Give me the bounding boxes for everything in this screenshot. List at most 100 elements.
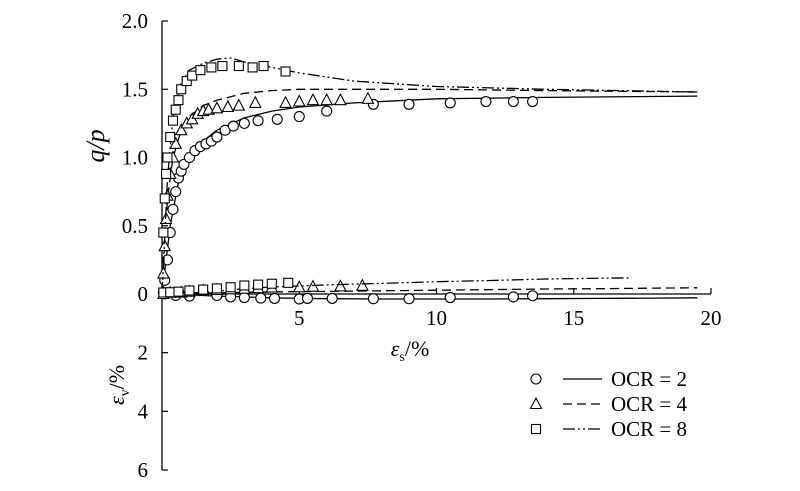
legend-item: OCR = 8 [530,417,687,441]
qp-data-point [195,65,206,76]
axes: 0 0.5 1.0 1.5 2.0 2 4 6 5 10 15 20 [122,9,722,482]
legend-label: OCR = 8 [611,417,687,441]
ev-data-point [255,292,267,304]
qp-data-point [158,227,169,238]
axis-labels: q/p εv/% εs/% [81,129,429,405]
ev-data-point [239,280,250,291]
ev-data-point [507,291,519,303]
ev-data-point [173,286,184,297]
y-tick-label: 2.0 [122,9,148,33]
ev-data-point [238,291,250,304]
qp-data-point [247,62,258,73]
qp-data-point [211,131,223,143]
qp-data-point [361,91,375,104]
ev-data-point [301,292,314,304]
qp-data-point [158,239,172,252]
legend-marker [529,396,543,410]
x-tick-label: 10 [426,306,447,330]
legend-label: OCR = 2 [611,367,687,391]
qp-data-point [252,115,264,127]
y-tick-label: 1.0 [122,146,148,170]
ev-data-point [198,284,209,295]
x-axis-label-unit: /% [405,336,429,361]
qp-data-point [293,111,305,123]
qp-data-point [271,113,283,125]
y-tick-label: 4 [138,399,149,423]
x-tick-label: 20 [701,306,722,330]
qp-data-point [176,84,187,95]
qp-data-point [527,95,539,108]
qp-fit-line [161,57,698,295]
qp-data-point [320,92,334,106]
legend-label: OCR = 4 [611,392,688,416]
qp-data-point [217,60,228,72]
y-axis-label-bottom-main: ε [104,396,129,405]
qp-data-point [202,102,216,115]
series-1 [157,95,698,305]
qp-data-point [187,70,198,81]
legend-item: OCR = 4 [529,392,688,416]
ev-data-point [268,292,281,304]
qp-data-point [507,95,519,108]
y-axis-label-bottom-sub: v [118,389,133,396]
qp-data-point [206,62,217,73]
series-3 [158,57,698,298]
y-axis-label-bottom-unit: /% [104,365,129,389]
qp-data-point [233,60,244,72]
ev-data-point [444,291,456,304]
qp-data-point [181,76,192,87]
qp-data-point [173,95,184,106]
qp-data-point [221,99,235,113]
x-tick-label: 15 [563,306,584,330]
legend-marker [530,373,542,385]
qp-data-point [480,95,492,108]
qp-data-point [210,101,224,114]
qp-data-point [238,117,250,129]
x-axis-label-main: ε [391,336,400,361]
qp-data-point [161,254,174,266]
qp-data-point [280,66,291,77]
qp-data-point [444,97,456,109]
y-tick-label: 0 [138,282,149,306]
qp-data-point [159,193,170,204]
ev-data-point [334,279,347,292]
ev-data-point [403,293,415,305]
qp-data-point [174,123,188,136]
qp-data-point [167,115,179,126]
series-layer [156,57,698,305]
y-axis-label-top: q/p [81,129,110,162]
qp-data-point [227,120,239,132]
ev-data-point [184,285,195,296]
y-tick-label: 2 [138,341,149,365]
ev-data-point [266,278,277,289]
y-tick-label: 1.5 [122,77,148,101]
qp-data-point [321,105,333,117]
legend-marker [530,423,542,435]
qp-data-point [162,152,173,163]
ev-data-point [355,278,369,291]
qp-data-point [292,94,306,107]
qp-data-point [403,98,415,110]
qp-data-point [165,131,176,143]
qp-data-point [170,104,181,115]
qp-data-point [258,60,269,72]
ev-data-point [527,290,539,302]
qp-data-point [248,95,262,108]
y-tick-label: 6 [138,458,149,482]
x-axis-label-sub: s [399,350,404,365]
ev-data-point [225,282,236,293]
qp-data-point [170,186,182,198]
qp-data-point [169,136,183,149]
qp-data-point [306,92,320,106]
legend-item: OCR = 2 [530,367,687,391]
qp-fit-line [161,88,698,295]
y-axis-label-bottom: εv/% [104,365,133,405]
qp-data-point [167,203,179,215]
qp-data-point [334,92,347,106]
ev-data-point [367,293,379,305]
ev-data-point [283,277,294,288]
ev-data-point [253,279,264,290]
ev-data-point [326,292,338,304]
